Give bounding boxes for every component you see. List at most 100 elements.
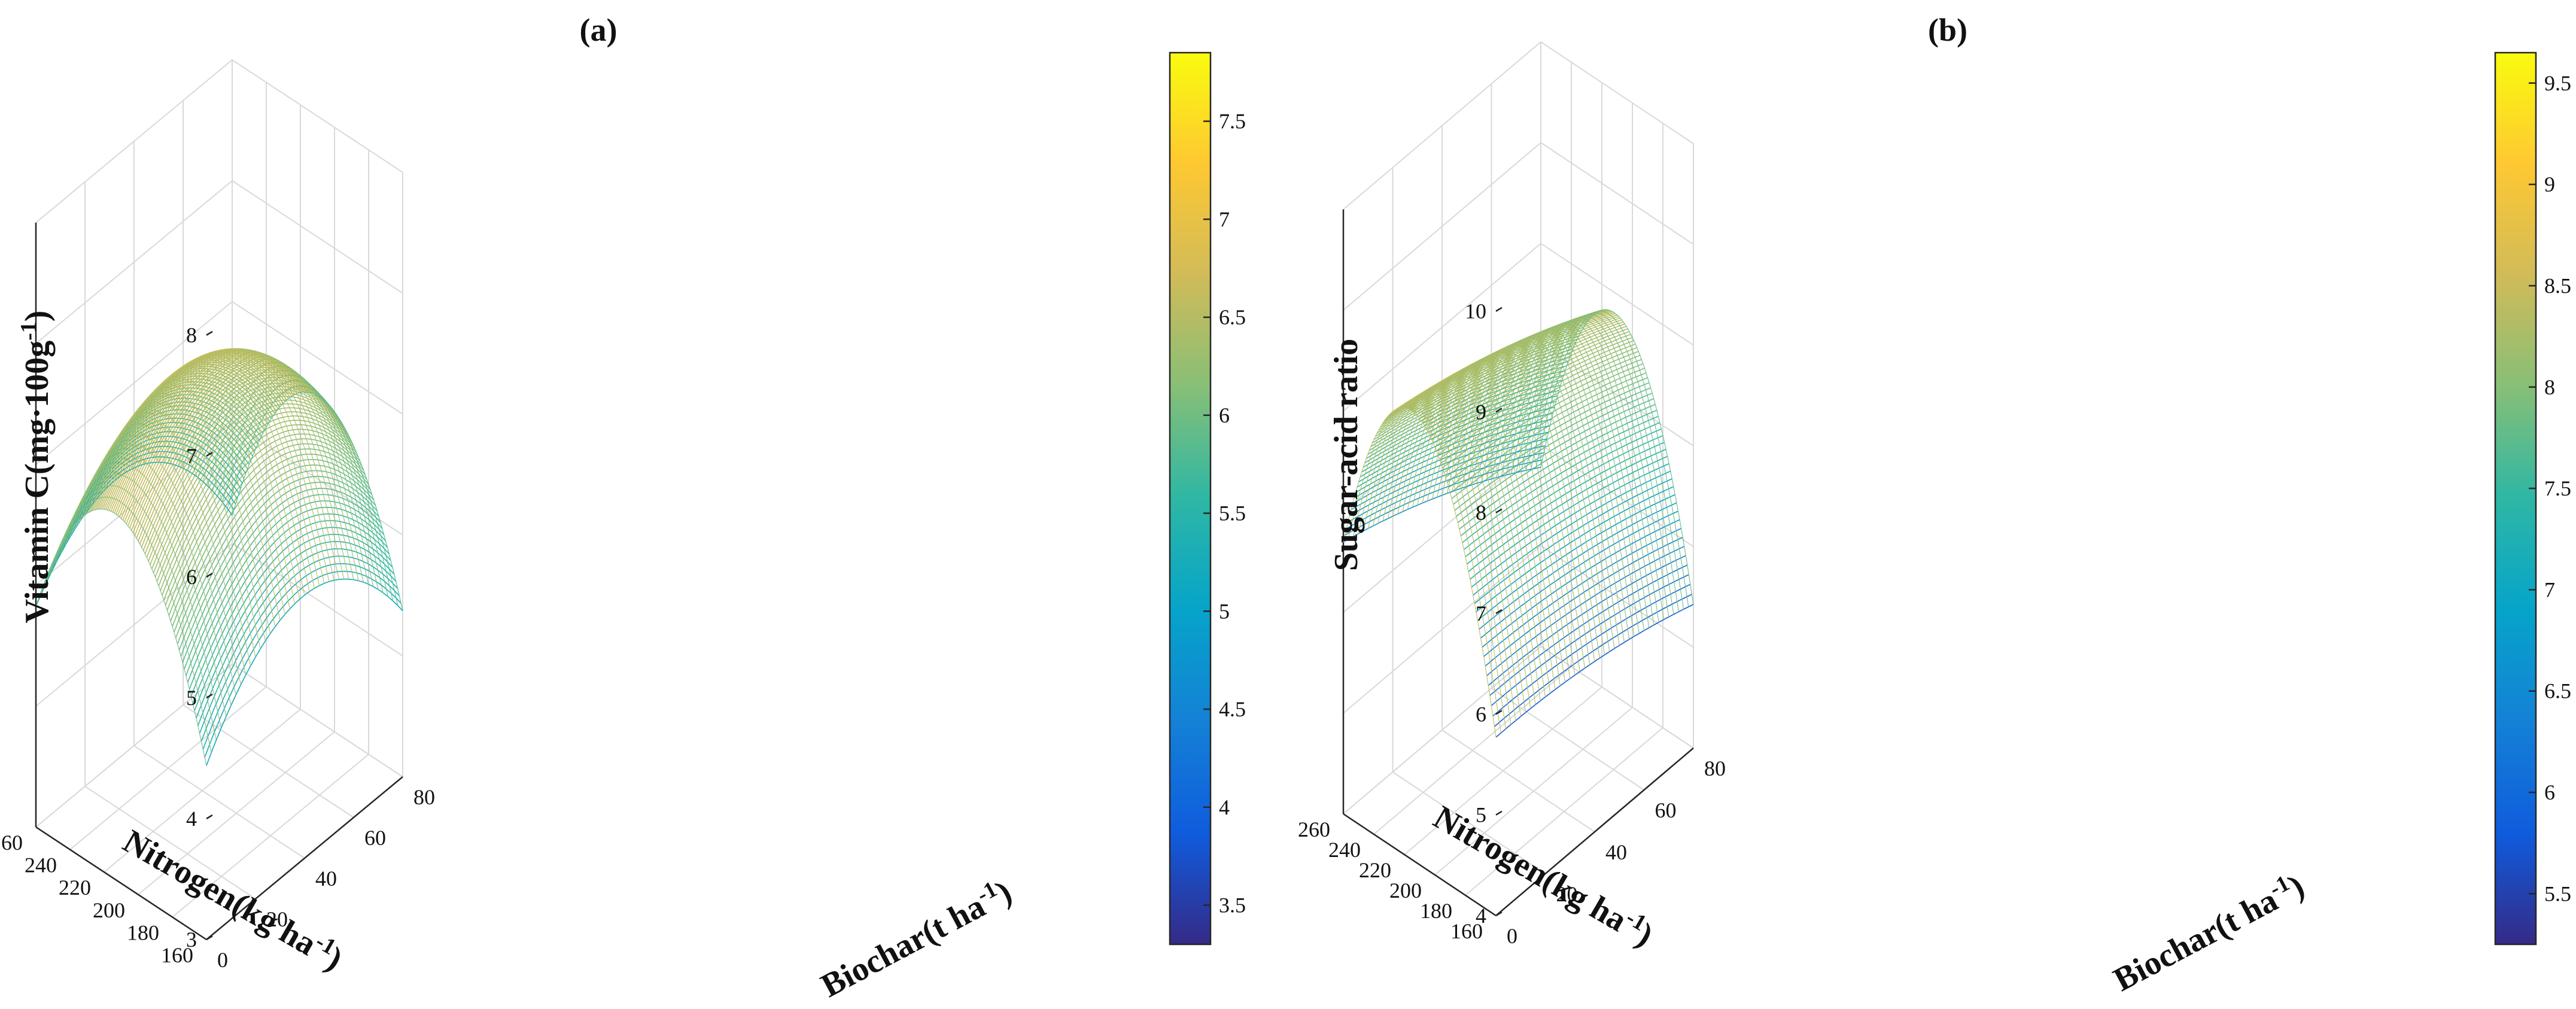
z-tick-mark <box>206 330 213 336</box>
biochar-tick-label: 80 <box>413 785 435 809</box>
z-tick-mark <box>1495 810 1503 816</box>
z-tick-mark <box>1495 508 1503 513</box>
gridline <box>1441 730 1595 832</box>
biochar-tick-label: 40 <box>315 867 337 891</box>
surface-mesh-line <box>1476 333 1630 640</box>
gridline <box>35 300 403 465</box>
surface-mesh-line <box>89 402 261 649</box>
surface-mesh-line <box>104 383 276 627</box>
surface-mesh-line <box>197 358 369 585</box>
surface-mesh-line <box>75 426 247 676</box>
surface-mesh-line <box>1407 367 1561 686</box>
nitrogen-tick-label: 240 <box>25 853 57 877</box>
colorbar-tick-label: 9 <box>2544 172 2555 196</box>
z-tick-label: 4 <box>1476 904 1486 928</box>
colorbar-tick-label: 7.5 <box>1219 110 1246 133</box>
colorbar-tick-label: 9.5 <box>2544 71 2571 95</box>
surface-mesh-line <box>1468 449 1666 572</box>
gridline <box>1392 771 1546 874</box>
biochar-tick-label: 80 <box>1704 756 1726 780</box>
colorbar-tick-label: 6.5 <box>1219 305 1246 329</box>
panel-a-colorbar-frame <box>1169 51 1212 946</box>
z-tick-mark <box>1495 408 1503 413</box>
colorbar-tick-label: 7 <box>1219 207 1230 231</box>
nitrogen-tick-label: 260 <box>1298 817 1330 841</box>
surface-mesh-line <box>163 348 334 581</box>
surface-mesh-line <box>217 375 388 597</box>
colorbar-tick-label: 8 <box>2544 375 2555 399</box>
colorbar-tick-label: 6 <box>2544 780 2555 804</box>
surface-mesh-line <box>1535 311 1689 607</box>
surface-mesh-line <box>182 482 379 663</box>
panel-b-colorbar <box>2495 53 2536 944</box>
surface-mesh-line <box>1377 385 1531 709</box>
z-tick-label: 10 <box>1465 299 1486 323</box>
colorbar-tick-label: 3.5 <box>1219 893 1246 917</box>
colorbar-tick-label: 5 <box>1219 599 1230 623</box>
colorbar-tick-label: 4 <box>1219 795 1230 819</box>
panel-b-colorbar-frame <box>2494 51 2537 946</box>
surface-mesh-line <box>1540 309 1694 605</box>
z-tick-label: 5 <box>1476 803 1486 827</box>
surface-mesh-line <box>1422 359 1576 676</box>
gridline <box>1343 142 1694 311</box>
panel-b-grid <box>1342 41 1694 917</box>
surface-mesh-line <box>1417 361 1571 679</box>
surface-mesh-line <box>207 366 379 590</box>
z-tick-label: 5 <box>186 686 197 710</box>
surface-mesh-line <box>138 354 310 592</box>
panel-a-nitrogen-axis-label: Nitrogen(kg ha-1) <box>117 820 350 978</box>
surface-mesh-line <box>1516 317 1669 617</box>
surface-mesh-line <box>1525 314 1679 612</box>
z-tick-mark <box>206 814 213 820</box>
biochar-tick-label: 60 <box>1655 798 1677 822</box>
z-tick-mark <box>1495 911 1503 917</box>
surface-mesh-line <box>1448 372 1647 488</box>
surface-mesh-line <box>1348 404 1501 733</box>
surface-mesh-line <box>232 391 403 611</box>
z-tick-mark <box>1495 609 1503 615</box>
surface-mesh-line <box>202 361 374 587</box>
surface-mesh-line <box>143 352 315 589</box>
panel-a-biochar-axis-label: Biochar(t ha-1) <box>814 871 1017 1005</box>
biochar-tick-label: 60 <box>364 826 386 850</box>
biochar-tick-label: 20 <box>266 907 288 931</box>
surface-mesh-line <box>1358 397 1511 725</box>
panel-b-surface <box>1343 309 1694 738</box>
gridline <box>35 180 403 344</box>
colorbar-tick-label: 6 <box>1219 403 1230 427</box>
surface-mesh-line <box>1510 319 1665 620</box>
panel-a-surface <box>35 348 403 766</box>
nitrogen-tick-label: 220 <box>1359 858 1391 882</box>
z-tick-label: 7 <box>186 444 197 468</box>
z-tick-label: 9 <box>1476 400 1486 424</box>
surface-mesh-line <box>1501 323 1655 625</box>
surface-mesh-line <box>1461 339 1615 649</box>
surface-mesh-line <box>1481 331 1635 637</box>
gridline <box>35 542 403 707</box>
surface-mesh-line <box>1456 342 1610 652</box>
gridline <box>35 663 403 828</box>
colorbar-tick-label: 6.5 <box>2544 679 2571 703</box>
surface-mesh-line <box>99 389 271 634</box>
surface-mesh-line <box>1427 357 1580 672</box>
surface-mesh-line <box>1470 455 1668 580</box>
surface-mesh-line <box>1486 329 1640 634</box>
surface-mesh-line <box>173 349 345 579</box>
biochar-tick-label: 0 <box>1507 924 1517 948</box>
z-tick-mark <box>1495 306 1503 312</box>
surface-mesh-line <box>1485 537 1683 667</box>
panel-a-colorbar-ticks: 3.5 4 4.5 5 5.5 6 6.5 7 7.5 <box>1203 110 1246 917</box>
surface-mesh-line <box>1372 388 1526 713</box>
surface-mesh-line <box>80 417 251 666</box>
panel-a-title: (a) <box>580 12 618 48</box>
gridline <box>133 745 305 859</box>
gridline <box>1343 242 1694 412</box>
z-tick-mark <box>206 451 213 457</box>
surface-mesh-line <box>180 476 378 657</box>
z-tick-mark <box>206 693 213 699</box>
gridline <box>1343 41 1694 210</box>
